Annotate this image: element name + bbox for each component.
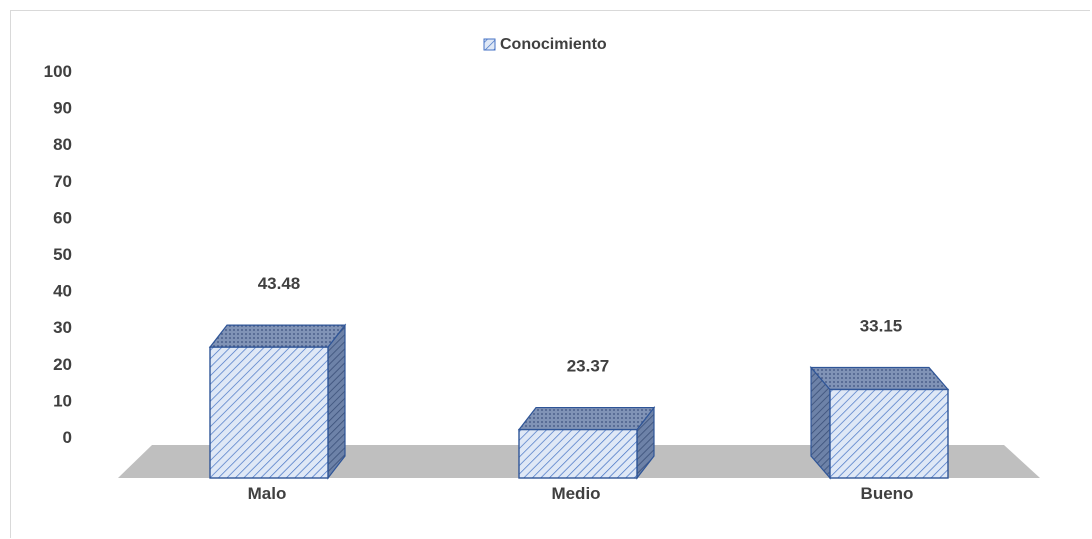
bar-top-face [809,366,950,391]
legend: Conocimiento [483,36,607,53]
y-tick-label: 100 [44,62,72,81]
y-tick-label: 10 [53,391,72,410]
y-tick-label: 20 [53,355,72,374]
bar-front-face [209,346,329,479]
bar-side-face [327,323,346,480]
data-label: 33.15 [860,316,903,335]
y-tick-label: 60 [53,208,72,227]
bar-top-face [517,406,656,431]
data-label: 43.48 [258,274,301,293]
category-label: Malo [248,484,287,503]
legend-label: Conocimiento [500,36,607,53]
bar-front-face [829,388,949,479]
y-tick-label: 90 [53,99,72,118]
y-tick-label: 30 [53,318,72,337]
y-tick-label: 80 [53,135,72,154]
legend-swatch [483,38,496,51]
data-label: 23.37 [567,357,610,376]
bar-medio [517,405,656,480]
chart-frame [10,10,1090,538]
y-tick-label: 40 [53,282,72,301]
bar-malo [208,323,347,480]
y-tick-label: 0 [63,428,72,447]
y-tick-label: 50 [53,245,72,264]
bar-bueno [809,365,950,480]
data-labels: 43.48 23.37 33.15 [258,274,903,375]
category-label: Bueno [861,484,914,503]
y-axis-tick-labels: 0 10 20 30 40 50 60 70 80 90 100 [44,62,72,447]
bar-front-face [518,428,638,479]
bars [208,323,950,480]
bar-top-face [208,324,347,348]
category-labels: Malo Medio Bueno [248,484,914,503]
category-label: Medio [551,484,600,503]
y-tick-label: 70 [53,172,72,191]
